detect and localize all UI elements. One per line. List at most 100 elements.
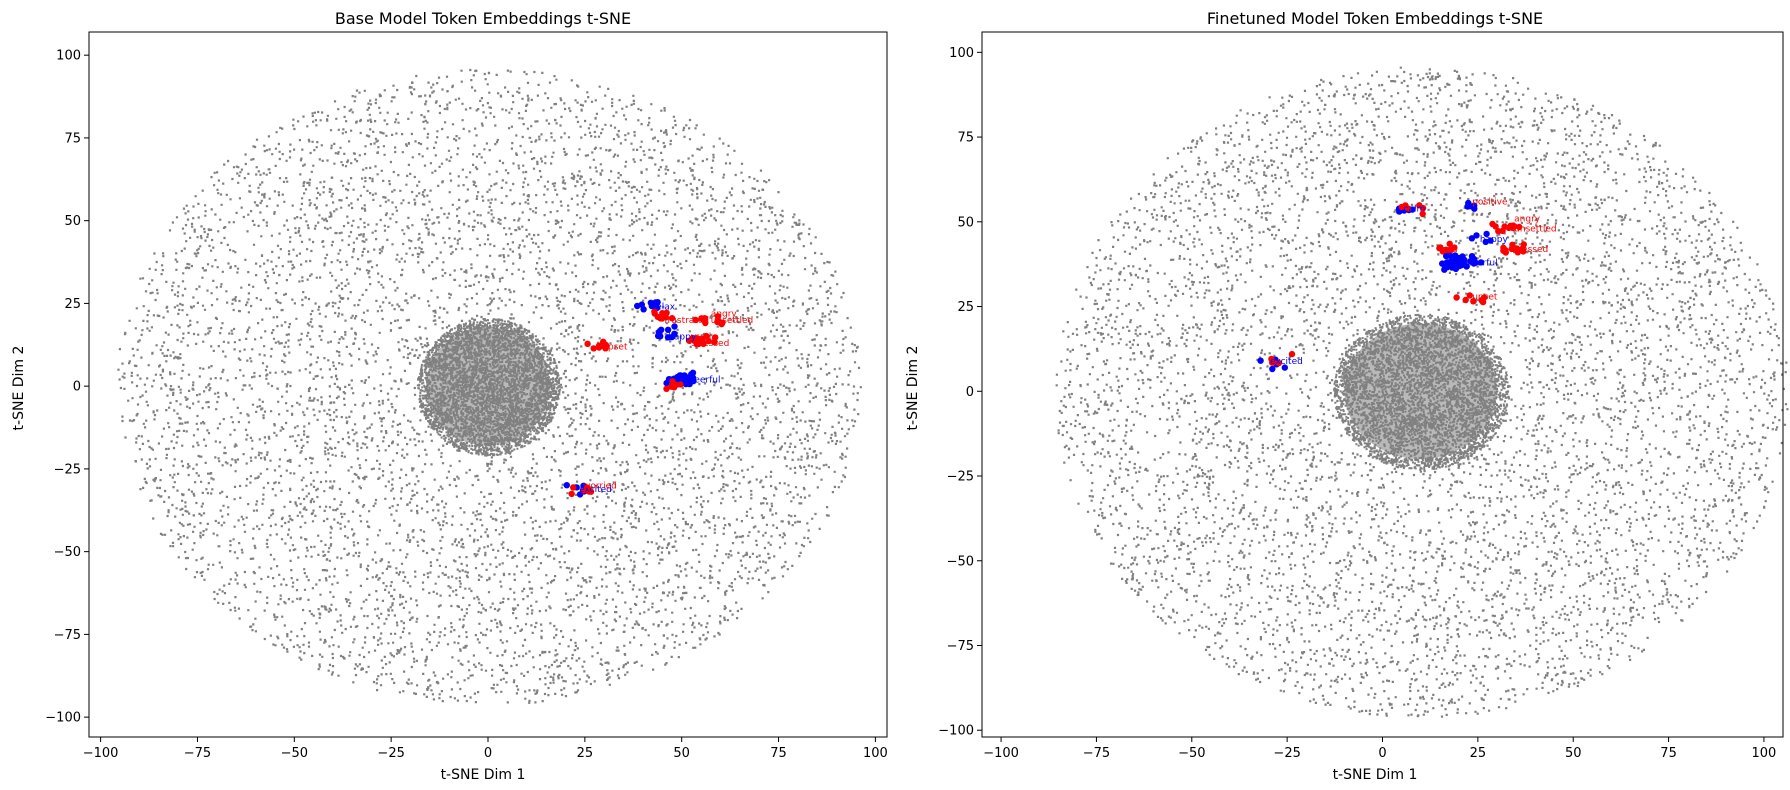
- base-model-highlight-point: [698, 315, 705, 322]
- finetuned-model-highlight-point: [1462, 296, 1469, 304]
- base-model-highlight-point: [568, 490, 575, 498]
- base-model-cluster-0: [634, 299, 661, 313]
- finetuned-model-dense-core: [1344, 323, 1497, 460]
- base-model-xtick-label: −25: [377, 746, 404, 761]
- finetuned-model-highlight-point: [1442, 246, 1450, 253]
- base-model-highlight-point: [678, 373, 685, 381]
- finetuned-model-cluster-6: [1500, 241, 1528, 256]
- finetuned-model-highlight-point: [1268, 355, 1275, 363]
- base-model-cluster-2: [692, 313, 726, 328]
- base-model-annotation-happy: happy: [668, 333, 697, 343]
- finetuned-model-highlight-point: [1489, 220, 1496, 228]
- finetuned-model-highlight-point: [1507, 222, 1514, 229]
- finetuned-model-xtick-label: 50: [1565, 746, 1582, 761]
- base-model-xlabel: t-SNE Dim 1: [441, 767, 526, 783]
- base-model-highlight-point: [664, 326, 672, 333]
- finetuned-model-annotation-excited: excited: [1270, 357, 1303, 367]
- base-model-highlight-point: [668, 383, 675, 390]
- finetuned-model-xtick-label: 75: [1660, 746, 1677, 761]
- finetuned-model-ytick-label: 50: [957, 215, 974, 230]
- finetuned-model-ytick-label: −50: [947, 554, 974, 569]
- finetuned-model-highlight-point: [1288, 350, 1296, 358]
- base-model-highlight-point: [711, 338, 718, 346]
- finetuned-model-highlight-point: [1446, 240, 1453, 247]
- base-model-highlight-point: [668, 315, 676, 322]
- base-model-annotation-relax: relax: [653, 303, 676, 313]
- finetuned-model-highlight-point: [1518, 246, 1526, 253]
- base-model-highlight-point: [663, 385, 670, 392]
- base-model-y-ticks: −100 −75 −50 −25 0 25 50 75 100: [45, 49, 89, 726]
- base-model-annotation-frustrated: frustrated: [664, 316, 709, 326]
- base-model-ytick-label: −100: [45, 711, 81, 726]
- base-model-ytick-label: 25: [64, 297, 81, 312]
- base-model-ytick-label: 75: [64, 131, 81, 146]
- finetuned-model-ytick-label: −75: [947, 639, 974, 654]
- finetuned-model-cluster-4: [1468, 230, 1494, 246]
- base-model-highlight-point: [692, 316, 699, 324]
- base-model-annotation-excited: excited: [579, 485, 612, 495]
- base-model-xtick-label: −50: [281, 746, 308, 761]
- finetuned-model-highlight-point: [1470, 298, 1477, 305]
- finetuned-model-annotation-positive: positive: [1472, 197, 1508, 207]
- finetuned-model-xtick-label: −25: [1273, 746, 1300, 761]
- base-model-ytick-label: −75: [54, 628, 81, 643]
- base-model-highlight-point: [690, 377, 697, 385]
- base-model-ytick-label: 100: [56, 49, 81, 64]
- base-model-annotation-worried: worried: [583, 481, 617, 491]
- finetuned-model-highlight-point: [1404, 205, 1412, 212]
- finetuned-model-highlight-point: [1465, 199, 1472, 207]
- finetuned-model-cluster-3: [1489, 220, 1523, 235]
- finetuned-model-highlight-point: [1453, 256, 1461, 263]
- base-model-xtick-label: 50: [673, 746, 690, 761]
- base-model-highlight-point: [700, 340, 707, 348]
- base-model-xtick-label: −75: [184, 746, 211, 761]
- finetuned-model-ytick-label: 75: [957, 131, 974, 146]
- base-model-highlight-point: [671, 330, 678, 337]
- finetuned-model-highlight-point: [1436, 245, 1443, 252]
- base-model-annotation-unsettled: unsettled: [711, 316, 753, 326]
- base-model-highlight-points: [563, 299, 726, 498]
- base-model-ytick-label: −50: [54, 545, 81, 560]
- finetuned-model-highlight-point: [1447, 259, 1455, 266]
- base-model-highlight-point: [688, 371, 695, 378]
- finetuned-model-title: Finetuned Model Token Embeddings t-SNE: [1207, 9, 1543, 28]
- base-model-subplot: Base Model Token Embeddings t-SNE relax f…: [11, 9, 888, 783]
- finetuned-model-highlight-points: [1257, 199, 1528, 373]
- finetuned-model-highlight-point: [1459, 257, 1466, 265]
- base-model-highlight-point: [663, 309, 670, 316]
- finetuned-model-scatter-cloud: [1055, 66, 1789, 718]
- finetuned-model-xtick-label: 0: [1378, 746, 1386, 761]
- finetuned-model-ytick-label: 0: [966, 385, 974, 400]
- finetuned-model-xtick-label: −75: [1083, 746, 1110, 761]
- base-model-highlight-point: [587, 488, 595, 495]
- base-model-xtick-label: 75: [770, 746, 787, 761]
- finetuned-model-highlight-point: [1478, 297, 1485, 304]
- base-model-highlight-point: [570, 484, 577, 491]
- finetuned-model-highlight-point: [1398, 203, 1406, 211]
- finetuned-model-ytick-label: 100: [949, 46, 974, 61]
- base-model-cluster-5: [584, 338, 610, 352]
- finetuned-model-highlight-point: [1516, 223, 1523, 231]
- base-model-highlight-point: [663, 379, 670, 387]
- finetuned-model-annotation-sad: sad: [1442, 245, 1458, 255]
- base-model-cluster-9: [568, 484, 595, 498]
- base-model-cluster-7: [663, 378, 684, 392]
- base-model-cluster-1: [651, 308, 676, 322]
- finetuned-model-xtick-label: 25: [1470, 746, 1487, 761]
- base-model-annotation-upset: upset: [602, 342, 628, 352]
- base-model-highlight-point: [584, 340, 591, 347]
- base-model-annotation-stressed: stressed: [691, 339, 729, 349]
- base-model-highlight-point: [705, 337, 712, 345]
- finetuned-model-ytick-label: −100: [938, 724, 974, 739]
- finetuned-model-annotation-stressed: stressed: [1510, 245, 1548, 255]
- finetuned-model-cluster-10: [1268, 350, 1296, 367]
- base-model-title: Base Model Token Embeddings t-SNE: [335, 9, 631, 28]
- finetuned-model-xlabel: t-SNE Dim 1: [1333, 767, 1418, 783]
- finetuned-model-highlight-point: [1510, 245, 1517, 252]
- base-model-ylabel: t-SNE Dim 2: [11, 346, 27, 431]
- finetuned-model-highlight-point: [1269, 365, 1276, 373]
- base-model-xtick-label: 25: [577, 746, 594, 761]
- base-model-highlight-point: [602, 345, 609, 352]
